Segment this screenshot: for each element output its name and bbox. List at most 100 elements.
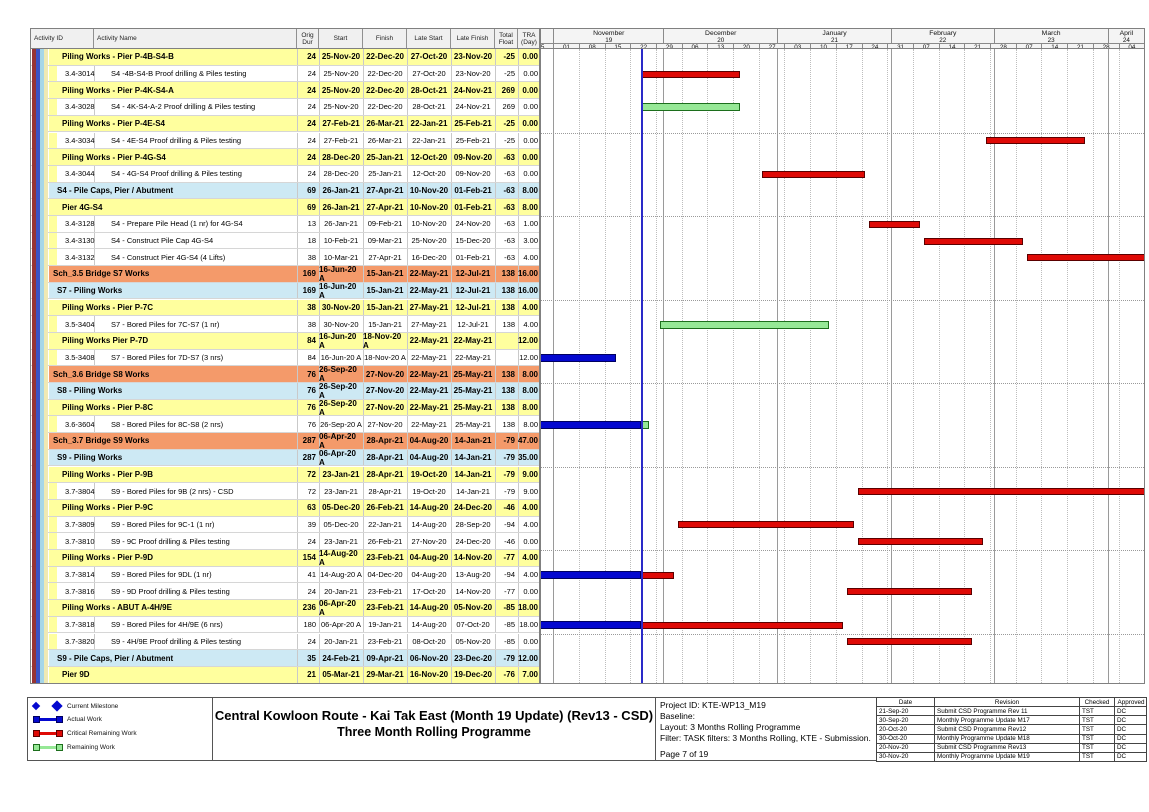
- summary-name-cell: Piling Works Pier P-7D: [62, 336, 149, 346]
- revision-cell: Monthly Programme Update M18: [934, 734, 1079, 744]
- table-row[interactable]: 3.4-3014 S4 -4B-S4-B Proof drilling & Pil…: [31, 65, 539, 83]
- activity-name-cell: S9 - Bored Piles for 9C-1 (1 nr): [111, 519, 215, 529]
- gantt-bar-critical[interactable]: [857, 488, 1144, 496]
- table-row[interactable]: Piling Works - Pier P-4E-S4 24 27-Feb-21 26…: [31, 115, 539, 133]
- gantt-bar-critical[interactable]: [846, 588, 972, 596]
- table-row[interactable]: 3.4-3132 S4 - Construct Pier 4G-S4 (4 Lif…: [31, 249, 539, 267]
- table-row[interactable]: Sch_3.6 Bridge S8 Works 76 26-Sep-20 A 27-N…: [31, 366, 539, 383]
- cell-tra: 1.00: [523, 219, 538, 229]
- table-row[interactable]: Piling Works Pier P-7D 84 16-Jun-20 A 18-No…: [31, 332, 539, 350]
- table-row[interactable]: 3.4-3034 S4 - 4E-S4 Proof drilling & Pile…: [31, 132, 539, 150]
- table-row[interactable]: Piling Works - Pier P-4G-S4 24 28-Dec-20 25…: [31, 149, 539, 166]
- cell-late_finish: 09-Nov-20: [453, 152, 493, 162]
- gantt-bar-actual[interactable]: [541, 621, 642, 630]
- gantt-bar-actual[interactable]: [541, 571, 642, 580]
- table-row[interactable]: 3.5-3404 S7 - Bored Piles for 7C-S7 (1 nr…: [31, 316, 539, 333]
- table-row[interactable]: 3.4-3130 S4 - Construct Pile Cap 4G-S4 18 1…: [31, 232, 539, 250]
- week-gridline: [835, 49, 837, 683]
- table-row[interactable]: 3.7-3804 S9 - Bored Piles for 9B (2 nrs) …: [31, 483, 539, 500]
- table-row[interactable]: 3.4-3044 S4 - 4G-S4 Proof drilling & Pile…: [31, 165, 539, 183]
- gantt-bar-actual[interactable]: [541, 420, 642, 429]
- gantt-bar-critical[interactable]: [762, 170, 866, 178]
- column-divider: [407, 249, 408, 266]
- activity-id-cell: 3.7-3814: [65, 570, 95, 580]
- table-row[interactable]: S9 - Pile Caps, Pier / Abutment 35 24-Feb-…: [31, 650, 539, 667]
- cell-dur: 287: [302, 436, 316, 446]
- column-divider: [319, 349, 320, 366]
- week-gridline: [1015, 49, 1017, 683]
- gantt-bar-critical[interactable]: [986, 137, 1086, 145]
- table-row[interactable]: Piling Works - Pier P-4K-S4-A 24 25-Nov-20…: [31, 82, 539, 100]
- table-row[interactable]: Piling Works - Pier P-8C 76 26-Sep-20 A 27-…: [31, 399, 539, 417]
- column-divider: [94, 516, 95, 533]
- cell-late_finish: 14-Jan-21: [454, 453, 492, 463]
- gantt-bar-critical[interactable]: [857, 538, 983, 546]
- week-gridline: [1092, 49, 1094, 683]
- table-row[interactable]: Piling Works - Pier P-9C 63 05-Dec-20 26-Fe…: [31, 499, 539, 517]
- gantt-bar-remaining[interactable]: [659, 320, 829, 329]
- table-row[interactable]: 3.7-3816 S9 - 9D Proof drilling & Piles t…: [31, 583, 539, 601]
- table-row[interactable]: 3.7-3818 S9 - Bored Piles for 4H/9E (6 nr…: [31, 616, 539, 634]
- table-row[interactable]: Piling Works - Pier P-7C 38 30-Nov-20 15-Ja…: [31, 299, 539, 317]
- cell-late_finish: 14-Nov-20: [455, 586, 491, 596]
- table-row[interactable]: Piling Works - Pier P-9D 154 14-Aug-20 A 23…: [31, 550, 539, 567]
- table-row[interactable]: S9 - Piling Works 287 06-Apr-20 A 28-Apr-21…: [31, 449, 539, 467]
- table-row[interactable]: Piling Works - Pier P-9B 72 23-Jan-21 28-Ap…: [31, 466, 539, 484]
- gantt-bar-critical[interactable]: [846, 638, 972, 646]
- gantt-bar-critical[interactable]: [641, 571, 675, 579]
- column-divider: [518, 399, 519, 416]
- column-divider: [495, 533, 496, 549]
- revision-header-cell: Checked: [1079, 698, 1114, 708]
- gantt-bar-critical[interactable]: [641, 621, 844, 629]
- activity-id-cell: 3.4-3044: [65, 169, 95, 179]
- table-row[interactable]: 3.6-3604 S8 - Bored Piles for 8C-S8 (2 nr…: [31, 416, 539, 434]
- table-row[interactable]: S8 - Piling Works 76 26-Sep-20 A 27-Nov-20 2…: [31, 383, 539, 400]
- gantt-bar-critical[interactable]: [868, 220, 921, 228]
- table-row[interactable]: Pier 9D 21 05-Mar-21 29-Mar-21 16-Nov-20 19-D…: [31, 666, 539, 683]
- column-divider: [363, 99, 364, 115]
- timeline-header: November 19 December 20 January 21 February 22 M…: [540, 28, 1145, 49]
- cell-tra: 12.00: [517, 653, 538, 663]
- column-divider: [451, 65, 452, 82]
- gantt-bar-critical[interactable]: [641, 70, 741, 78]
- table-row[interactable]: 3.7-3810 S9 - 9C Proof drilling & Piles t…: [31, 533, 539, 550]
- table-row[interactable]: S7 - Piling Works 169 16-Jun-20 A 15-Jan-21…: [31, 282, 539, 300]
- table-row[interactable]: Sch_3.5 Bridge S7 Works 169 16-Jun-20 A 15-…: [31, 266, 539, 283]
- gantt-bar-critical[interactable]: [923, 237, 1024, 245]
- gantt-bar-critical[interactable]: [678, 521, 855, 529]
- table-row[interactable]: 3.4-3028 S4 - 4K-S4-A-2 Proof drilling & …: [31, 99, 539, 116]
- cell-tra: 0.00: [523, 586, 538, 596]
- table-row[interactable]: S4 - Pile Caps, Pier / Abutment 69 26-Jan-…: [31, 182, 539, 200]
- column-divider: [407, 49, 408, 65]
- table-row[interactable]: 3.7-3814 S9 - Bored Piles for 9DL (1 nr) 4…: [31, 566, 539, 584]
- column-divider: [319, 332, 320, 349]
- table-row[interactable]: 3.4-3128 S4 - Prepare Pile Head (1 nr) fo…: [31, 216, 539, 233]
- column-divider: [297, 516, 298, 533]
- table-row[interactable]: Pier 4G-S4 69 26-Jan-21 27-Apr-21 10-Nov-20 0…: [31, 199, 539, 216]
- column-divider: [518, 115, 519, 132]
- table-row[interactable]: 3.7-3820 S9 - 4H/9E Proof drilling & Pile…: [31, 633, 539, 651]
- summary-band: [49, 433, 539, 449]
- summary-band: [49, 499, 539, 516]
- table-row[interactable]: Piling Works - ABUT A-4H/9E 236 06-Apr-20 …: [31, 600, 539, 617]
- column-divider: [297, 650, 298, 666]
- summary-name-cell: Pier 9D: [62, 670, 90, 680]
- table-row[interactable]: Piling Works - Pier P-4B-S4-B 24 25-Nov-20…: [31, 49, 539, 66]
- table-row[interactable]: 3.5-3408 S7 - Bored Piles for 7D-S7 (3 nr…: [31, 349, 539, 367]
- column-divider: [407, 282, 408, 299]
- cell-tra: 0.00: [523, 536, 538, 546]
- month-label: January: [777, 29, 891, 37]
- gantt-bar-actual[interactable]: [541, 353, 616, 362]
- table-row[interactable]: Sch_3.7 Bridge S9 Works 287 06-Apr-20 A 28-…: [31, 433, 539, 450]
- cell-float: -76: [503, 670, 515, 680]
- cell-late_finish: 12-Jul-21: [455, 269, 491, 279]
- cell-float: -25: [504, 135, 515, 145]
- column-divider: [451, 232, 452, 249]
- gantt-bar-remaining[interactable]: [641, 103, 741, 112]
- gantt-bar-critical[interactable]: [1026, 254, 1144, 262]
- week-label: 01: [553, 43, 579, 48]
- cell-start: 23-Jan-21: [324, 536, 358, 546]
- column-divider: [518, 49, 519, 65]
- table-row[interactable]: 3.7-3809 S9 - Bored Piles for 9C-1 (1 nr)…: [31, 516, 539, 534]
- column-header-dur: Orig Dur: [297, 29, 319, 48]
